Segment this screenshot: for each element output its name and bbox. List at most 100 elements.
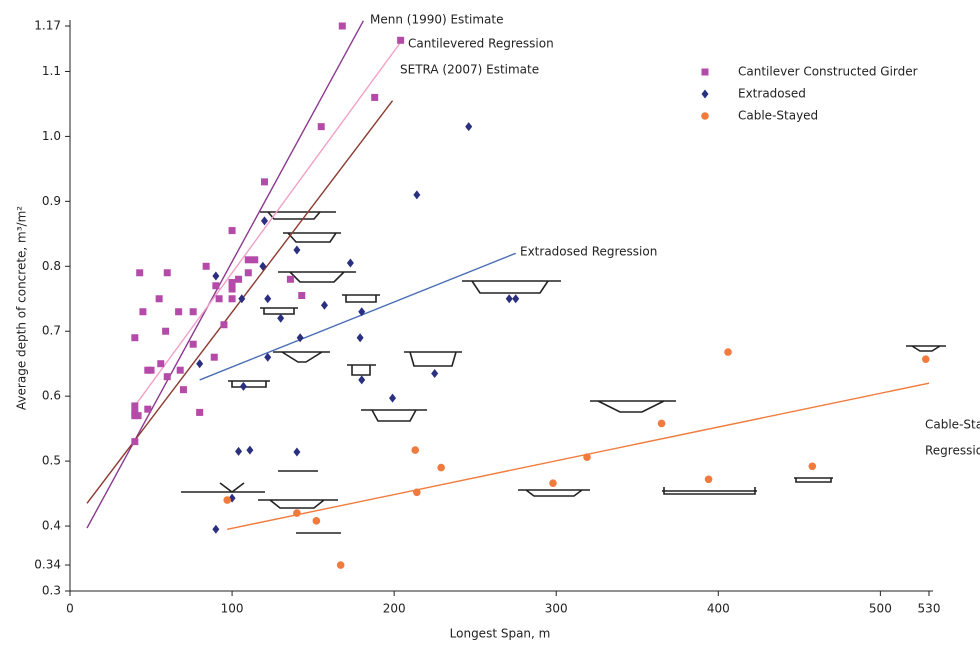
point bbox=[212, 282, 219, 289]
point bbox=[156, 295, 163, 302]
point bbox=[229, 279, 236, 286]
point bbox=[246, 446, 253, 455]
line-label: Cable-Stayed bbox=[925, 418, 980, 432]
point bbox=[203, 263, 210, 270]
point bbox=[277, 314, 284, 323]
point bbox=[371, 94, 378, 101]
x-axis-label: Longest Span, m bbox=[450, 627, 551, 641]
point bbox=[583, 453, 591, 461]
point bbox=[506, 294, 513, 303]
y-tick-label: 0.6 bbox=[42, 389, 61, 403]
point bbox=[287, 276, 294, 283]
legend-label: Extradosed bbox=[738, 87, 806, 101]
point bbox=[211, 354, 218, 361]
point bbox=[724, 348, 732, 356]
point bbox=[431, 369, 438, 378]
point bbox=[220, 321, 227, 328]
x-tick-label: 0 bbox=[66, 602, 74, 616]
point bbox=[358, 375, 365, 384]
legend-label: Cantilever Constructed Girder bbox=[738, 65, 918, 79]
y-tick-label: 0.8 bbox=[42, 259, 61, 273]
point bbox=[157, 360, 164, 367]
line-label: Extradosed Regression bbox=[520, 245, 657, 259]
point bbox=[148, 367, 155, 374]
point bbox=[229, 295, 236, 302]
x-tick-label: 200 bbox=[383, 602, 406, 616]
regression-line bbox=[227, 383, 929, 529]
point bbox=[465, 122, 472, 131]
point bbox=[251, 256, 258, 263]
legend-marker bbox=[702, 69, 709, 76]
x-tick-label: 400 bbox=[707, 602, 730, 616]
point bbox=[190, 308, 197, 315]
chart: Longest Span, m Average depth of concret… bbox=[0, 0, 980, 647]
point bbox=[358, 307, 365, 316]
point bbox=[235, 447, 242, 456]
point bbox=[177, 367, 184, 374]
legend-label: Cable-Stayed bbox=[738, 109, 818, 123]
point bbox=[411, 446, 419, 454]
point bbox=[437, 464, 445, 472]
y-tick-label: 0.7 bbox=[42, 324, 61, 338]
x-tick-label: 500 bbox=[869, 602, 892, 616]
legend-marker bbox=[702, 90, 709, 99]
point bbox=[240, 382, 247, 391]
line-label: SETRA (2007) Estimate bbox=[400, 63, 539, 77]
y-tick-label: 1.0 bbox=[42, 129, 61, 143]
point bbox=[180, 386, 187, 393]
point bbox=[136, 269, 143, 276]
point bbox=[196, 409, 203, 416]
point bbox=[164, 373, 171, 380]
point bbox=[549, 479, 557, 487]
point bbox=[413, 488, 421, 496]
cross-sections bbox=[181, 212, 946, 533]
point bbox=[293, 509, 301, 517]
point bbox=[245, 269, 252, 276]
point bbox=[922, 355, 930, 363]
point bbox=[705, 475, 713, 483]
point bbox=[809, 463, 817, 471]
point bbox=[413, 190, 420, 199]
point bbox=[162, 328, 169, 335]
point bbox=[347, 259, 354, 268]
point bbox=[235, 276, 242, 283]
y-tick-label: 0.9 bbox=[42, 194, 61, 208]
point bbox=[131, 438, 138, 445]
point bbox=[658, 420, 666, 428]
point bbox=[164, 269, 171, 276]
point bbox=[245, 256, 252, 263]
point bbox=[139, 308, 146, 315]
point bbox=[339, 23, 346, 30]
y-tick-label: 1.17 bbox=[34, 19, 61, 33]
point bbox=[131, 334, 138, 341]
point bbox=[397, 37, 404, 44]
point bbox=[512, 294, 519, 303]
line-label: Menn (1990) Estimate bbox=[370, 13, 503, 27]
y-tick-label: 0.3 bbox=[42, 584, 61, 598]
point bbox=[223, 496, 231, 504]
point bbox=[298, 292, 305, 299]
point bbox=[144, 406, 151, 413]
point bbox=[293, 246, 300, 255]
point bbox=[190, 341, 197, 348]
x-tick-label: 100 bbox=[221, 602, 244, 616]
point bbox=[229, 227, 236, 234]
point bbox=[175, 308, 182, 315]
y-axis-label: Average depth of concrete, m³/m² bbox=[15, 206, 29, 410]
y-tick-label: 0.5 bbox=[42, 454, 61, 468]
x-tick-label: 300 bbox=[545, 602, 568, 616]
y-tick-label: 0.34 bbox=[34, 558, 61, 572]
point bbox=[135, 412, 142, 419]
series bbox=[196, 122, 519, 534]
point bbox=[229, 286, 236, 293]
point bbox=[357, 333, 364, 342]
y-tick-label: 1.1 bbox=[42, 64, 61, 78]
point bbox=[321, 301, 328, 310]
line-label: Regression bbox=[925, 444, 980, 458]
point bbox=[212, 272, 219, 281]
legend-marker bbox=[701, 112, 709, 120]
point bbox=[264, 294, 271, 303]
line-label: Cantilevered Regression bbox=[408, 37, 554, 51]
x-tick-label: 530 bbox=[918, 602, 941, 616]
point bbox=[337, 561, 345, 569]
